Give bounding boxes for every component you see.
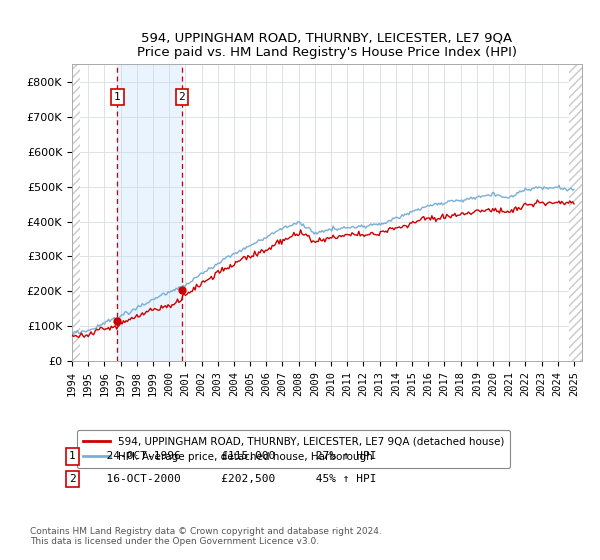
Text: 2: 2: [69, 474, 76, 484]
Legend: 594, UPPINGHAM ROAD, THURNBY, LEICESTER, LE7 9QA (detached house), HPI: Average : 594, UPPINGHAM ROAD, THURNBY, LEICESTER,…: [77, 430, 511, 468]
Bar: [569, 64, 582, 361]
Bar: [72, 64, 80, 361]
Title: 594, UPPINGHAM ROAD, THURNBY, LEICESTER, LE7 9QA
Price paid vs. HM Land Registry: 594, UPPINGHAM ROAD, THURNBY, LEICESTER,…: [137, 31, 517, 59]
Text: 16-OCT-2000      £202,500      45% ↑ HPI: 16-OCT-2000 £202,500 45% ↑ HPI: [93, 474, 377, 484]
Text: 2: 2: [179, 92, 185, 102]
Text: 1: 1: [69, 451, 76, 461]
Bar: [72, 64, 80, 361]
Bar: [118, 64, 182, 361]
Text: 24-OCT-1996      £115,000      27% ↑ HPI: 24-OCT-1996 £115,000 27% ↑ HPI: [93, 451, 377, 461]
Text: 1: 1: [114, 92, 121, 102]
Text: Contains HM Land Registry data © Crown copyright and database right 2024.
This d: Contains HM Land Registry data © Crown c…: [30, 526, 382, 546]
Bar: [569, 64, 582, 361]
